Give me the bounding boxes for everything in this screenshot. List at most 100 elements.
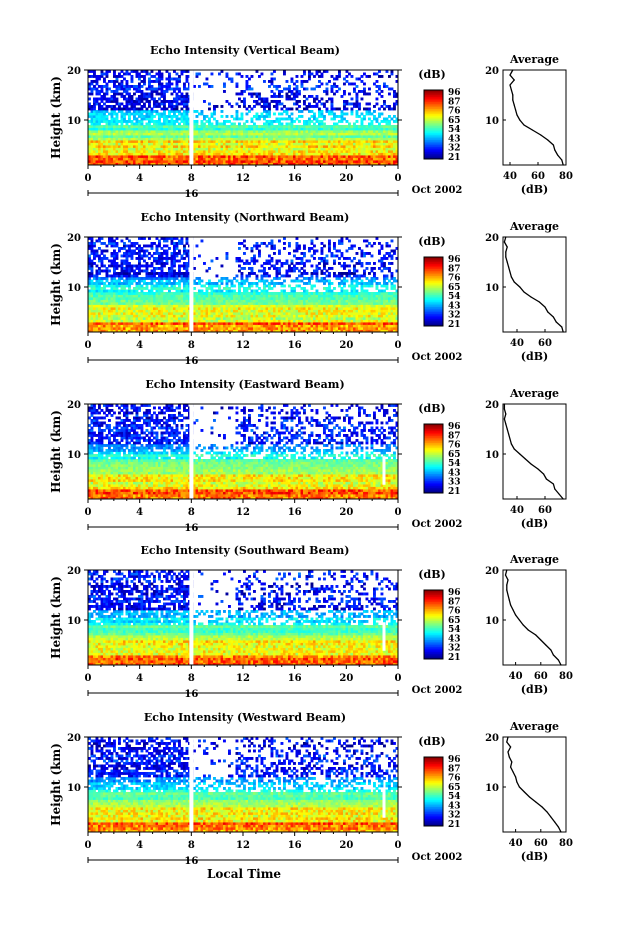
heatmap-cell: [348, 125, 351, 128]
heatmap-cell: [328, 324, 331, 328]
heatmap-cell: [383, 299, 386, 303]
heatmap-cell: [295, 90, 299, 93]
heatmap-cell: [225, 324, 229, 328]
heatmap-cell: [140, 145, 144, 148]
heatmap-cell: [273, 140, 276, 143]
heatmap-cell: [305, 132, 309, 136]
heatmap-cell: [380, 147, 384, 151]
heatmap-cell: [348, 319, 351, 323]
heatmap-cell: [200, 137, 204, 141]
heatmap-cell: [368, 152, 371, 156]
heatmap-cell: [195, 115, 199, 118]
heatmap-cell: [310, 304, 314, 308]
heatmap-cell: [248, 160, 251, 163]
heatmap-cell: [358, 125, 361, 128]
heatmap-cell: [285, 122, 289, 126]
heatmap-cell: [235, 155, 239, 158]
colorbar-segment: [424, 112, 443, 115]
heatmap-cell: [128, 302, 131, 305]
heatmap-cell: [215, 135, 219, 138]
heatmap-cell: [198, 127, 201, 131]
heatmap-cell: [260, 327, 264, 330]
colorbar-segment: [424, 136, 443, 139]
heatmap-cell: [375, 135, 379, 138]
heatmap-cell: [333, 122, 336, 126]
heatmap-cell: [270, 304, 274, 308]
heatmap-cell: [155, 135, 159, 138]
heatmap-cell: [270, 125, 274, 128]
heatmap-cell: [185, 127, 189, 131]
heatmap-cell: [155, 162, 159, 166]
heatmap-cell: [388, 105, 391, 108]
heatmap-cell: [283, 125, 286, 128]
colorbar-unit: (dB): [418, 68, 445, 81]
heatmap-cell: [318, 75, 321, 78]
heatmap-cell: [385, 150, 389, 153]
heatmap-cell: [198, 307, 201, 310]
heatmap-cell: [280, 152, 284, 156]
heatmap-cell: [140, 75, 144, 78]
heatmap-cell: [290, 312, 294, 315]
heatmap-cell: [328, 302, 331, 305]
heatmap-cell: [333, 137, 336, 141]
heatmap-cell: [265, 299, 269, 303]
heatmap-cell: [135, 122, 139, 126]
heatmap-cell: [130, 107, 134, 111]
heatmap-cell: [308, 329, 311, 333]
heatmap-cell: [118, 92, 121, 96]
heatmap-cell: [203, 157, 206, 161]
heatmap-cell: [115, 130, 119, 133]
heatmap-cell: [385, 324, 389, 328]
heatmap-cell: [150, 297, 154, 300]
heatmap-cell: [313, 150, 316, 153]
heatmap-cell: [330, 302, 334, 305]
heatmap-cell: [115, 112, 119, 116]
heatmap-cell: [340, 135, 344, 138]
heatmap-cell: [315, 135, 319, 138]
heatmap-cell: [118, 107, 121, 111]
heatmap-cell: [238, 147, 241, 151]
heatmap-cell: [273, 304, 276, 308]
heatmap-cell: [168, 125, 171, 128]
heatmap-cell: [375, 150, 379, 153]
heatmap-cell: [353, 307, 356, 310]
heatmap-cell: [203, 309, 206, 313]
heatmap-cell: [363, 329, 366, 333]
heatmap-cell: [155, 302, 159, 305]
heatmap-cell: [143, 110, 146, 113]
heatmap-cell: [268, 102, 271, 106]
heatmap-cell: [108, 317, 111, 320]
heatmap-cell: [275, 162, 279, 166]
heatmap-cell: [393, 137, 396, 141]
heatmap-cell: [298, 145, 301, 148]
heatmap-cell: [288, 312, 291, 315]
heatmap-cell: [180, 307, 184, 310]
heatmap-cell: [275, 100, 279, 103]
heatmap-cell: [280, 160, 284, 163]
heatmap-cell: [285, 317, 289, 320]
heatmap-cell: [98, 329, 101, 333]
heatmap-cell: [153, 120, 156, 123]
heatmap-cell: [333, 324, 336, 328]
heatmap-cell: [308, 137, 311, 141]
heatmap-cell: [193, 120, 196, 123]
heatmap-cell: [138, 329, 141, 333]
heatmap-cell: [243, 105, 246, 108]
heatmap-cell: [195, 140, 199, 143]
heatmap-cell: [328, 135, 331, 138]
heatmap-cell: [353, 142, 356, 146]
heatmap-cell: [243, 157, 246, 161]
heatmap-cell: [105, 85, 109, 88]
heatmap-cell: [200, 302, 204, 305]
heatmap-cell: [275, 155, 279, 158]
heatmap-cell: [310, 307, 314, 310]
heatmap-cell: [250, 160, 254, 163]
heatmap-cell: [330, 145, 334, 148]
heatmap-cell: [293, 302, 296, 305]
heatmap-cell: [158, 299, 161, 303]
heatmap-cell: [93, 105, 96, 108]
heatmap-cell: [295, 155, 299, 158]
heatmap-cell: [145, 110, 149, 113]
heatmap-cell: [335, 162, 339, 166]
heatmap-cell: [295, 324, 299, 328]
